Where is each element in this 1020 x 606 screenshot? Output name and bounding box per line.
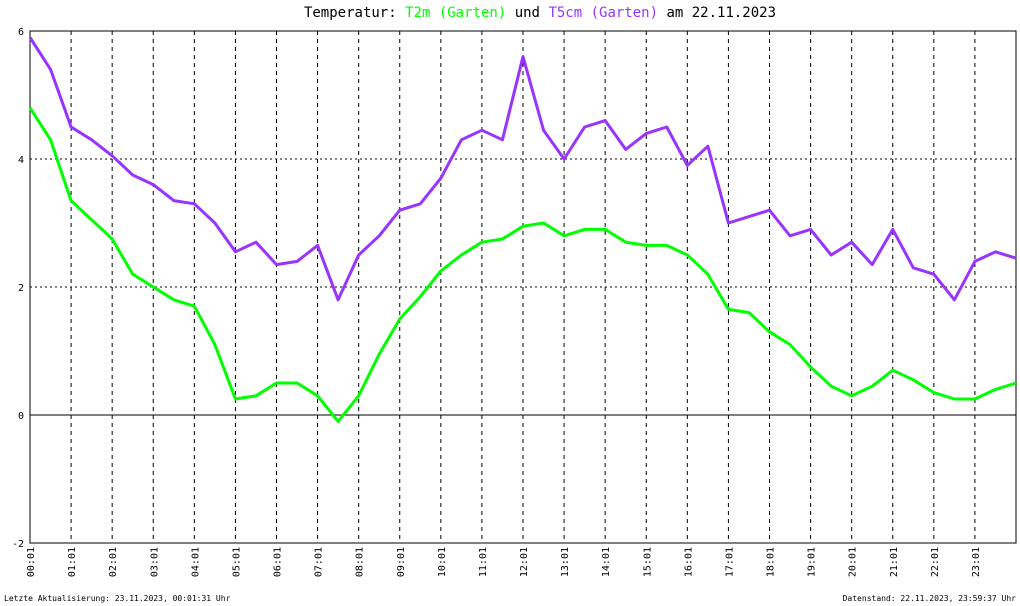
x-tick-label: 12:01: [519, 547, 530, 577]
y-tick-label: -2: [12, 539, 24, 550]
title-suffix: am 22.11.2023: [666, 5, 776, 21]
x-tick-label: 16:01: [683, 547, 694, 577]
x-tick-label: 05:01: [231, 547, 242, 577]
x-tick-label: 22:01: [930, 547, 941, 577]
title-join: und: [515, 5, 540, 21]
x-tick-label: 08:01: [355, 547, 366, 577]
title-series: T2m (Garten): [405, 5, 506, 21]
series-line: [28, 36, 1017, 302]
x-tick-label: 14:01: [601, 547, 612, 577]
title-prefix: Temperatur:: [304, 5, 397, 21]
y-tick-label: 0: [18, 411, 24, 422]
x-tick-label: 06:01: [273, 547, 284, 577]
y-tick-label: 4: [18, 155, 24, 166]
x-tick-label: 15:01: [642, 547, 653, 577]
x-tick-label: 00:01: [26, 547, 37, 577]
x-tick-label: 04:01: [190, 547, 201, 577]
x-tick-label: 19:01: [807, 547, 818, 577]
x-tick-label: 18:01: [766, 547, 777, 577]
y-tick-label: 6: [18, 27, 24, 38]
y-tick-label: 2: [18, 283, 24, 294]
x-tick-label: 10:01: [437, 547, 448, 577]
footer-right: Datenstand: 22.11.2023, 23:59:37 Uhr: [843, 594, 1017, 603]
x-tick-label: 07:01: [314, 547, 325, 577]
x-tick-label: 13:01: [560, 547, 571, 577]
x-tick-label: 21:01: [889, 547, 900, 577]
series-line: [28, 106, 1017, 423]
chart-title: Temperatur: T2m (Garten) und T5cm (Garte…: [304, 5, 776, 21]
x-tick-label: 03:01: [149, 547, 160, 577]
x-tick-label: 17:01: [724, 547, 735, 577]
x-tick-label: 09:01: [396, 547, 407, 577]
title-series: T5cm (Garten): [548, 5, 658, 21]
footer-left: Letzte Aktualisierung: 23.11.2023, 00:01…: [4, 594, 231, 603]
x-tick-label: 11:01: [478, 547, 489, 577]
x-tick-label: 01:01: [67, 547, 78, 577]
x-tick-label: 23:01: [971, 547, 982, 577]
x-tick-label: 20:01: [848, 547, 859, 577]
x-tick-label: 02:01: [108, 547, 119, 577]
